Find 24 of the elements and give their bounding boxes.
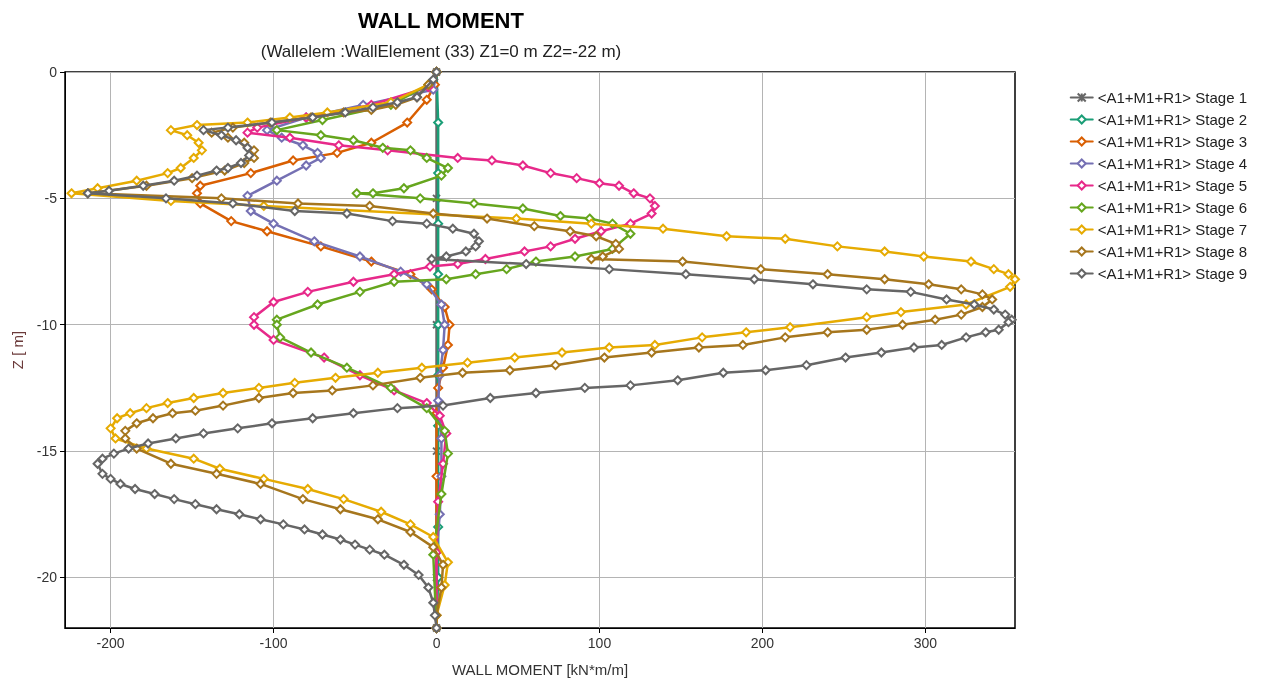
legend-label: <A1+M1+R1> Stage 1 (1097, 89, 1248, 106)
legend-label: <A1+M1+R1> Stage 9 (1097, 265, 1248, 282)
x-tick-label: 300 (913, 635, 938, 651)
y-tick-label: -15 (36, 443, 58, 460)
legend-label: <A1+M1+R1> Stage 5 (1097, 177, 1248, 194)
legend-label: <A1+M1+R1> Stage 3 (1097, 133, 1248, 150)
chart-subtitle: (Wallelem :WallElement (33) Z1=0 m Z2=-22 m) (260, 42, 622, 61)
y-tick-label: 0 (49, 64, 58, 80)
legend-label: <A1+M1+R1> Stage 8 (1097, 243, 1248, 260)
y-axis-title: Z [ m] (9, 330, 26, 370)
x-tick-label: -100 (259, 635, 288, 651)
y-tick-label: -20 (36, 569, 58, 586)
legend-label: <A1+M1+R1> Stage 7 (1097, 221, 1248, 238)
x-tick-label: -200 (96, 635, 125, 651)
x-tick-label: 200 (750, 635, 775, 651)
chart-title: WALL MOMENT (358, 7, 525, 33)
x-tick-label: 0 (432, 635, 441, 651)
x-tick-label: 100 (587, 635, 612, 651)
legend-label: <A1+M1+R1> Stage 4 (1097, 155, 1248, 172)
y-tick-label: -5 (44, 190, 58, 207)
y-tick-label: -10 (36, 316, 58, 333)
legend-label: <A1+M1+R1> Stage 2 (1097, 111, 1248, 128)
x-axis-title: WALL MOMENT [kN*m/m] (451, 661, 629, 678)
legend-label: <A1+M1+R1> Stage 6 (1097, 199, 1248, 216)
